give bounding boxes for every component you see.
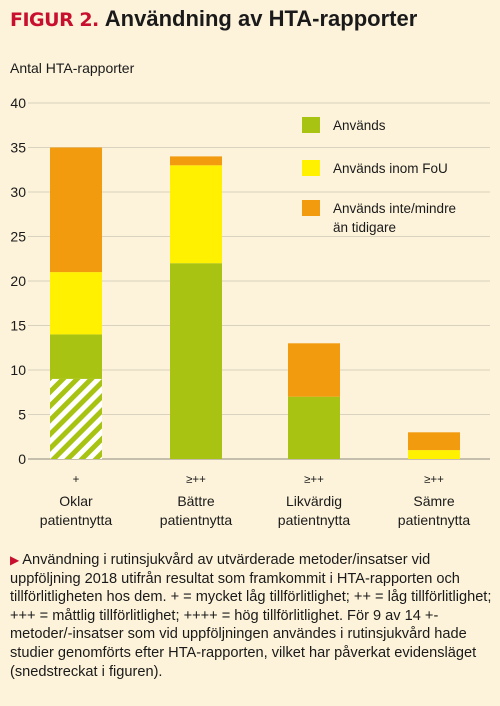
y-tick-label: 25 [10,229,26,245]
legend: Används Används inom FoU Används inte/mind… [302,117,456,235]
legend-label: Används [333,118,386,133]
y-tick-label: 5 [18,407,26,423]
legend-label: Används inom FoU [333,161,448,176]
y-tick-label: 0 [18,451,26,467]
category-label: Sämre [413,493,454,509]
bar-segment [50,334,102,379]
bar-segment [50,147,102,273]
reliability-label: + [73,474,80,486]
axis-labels: 0 5 10 15 20 25 30 35 40 + Oklar patientnytta ≥++ Bät… [10,95,470,528]
reliability-label: ≥++ [304,474,324,486]
y-tick-label: 40 [10,95,26,111]
category-label: Oklar [59,493,93,509]
legend-swatch [302,160,320,176]
legend-label: Används inte/mindre [333,201,456,216]
y-tick-label: 35 [10,140,26,156]
bar-segment [288,343,340,397]
category-label: patientnytta [160,512,233,528]
category-label: Likvärdig [286,493,342,509]
figure-label: FIGUR 2. [10,9,99,31]
y-tick-label: 10 [10,362,26,378]
bar-segment [170,165,222,264]
y-tick-label: 20 [10,273,26,289]
legend-swatch [302,117,320,133]
bar-chart: 0 5 10 15 20 25 30 35 40 + Oklar patientnytta ≥++ Bät… [10,95,490,528]
bar-segment-hatched [50,378,102,459]
caption-arrow-icon: ▶ [10,553,20,567]
bar-segment [288,396,340,459]
bar-segment [408,432,460,451]
figure-title: FIGUR 2. Användning av HTA-rapporter [10,6,417,32]
category-label: patientnytta [398,512,471,528]
bars [50,147,460,459]
figure-title-text: Användning av HTA-rapporter [104,6,418,31]
category-label: patientnytta [278,512,351,528]
reliability-label: ≥++ [186,474,206,486]
bar-segment [170,263,222,459]
legend-label: än tidigare [333,220,396,235]
legend-swatch [302,200,320,216]
grid-lines [28,102,490,460]
caption-text: Användning i rutinsjukvård av utvärderad… [10,552,492,680]
y-tick-label: 30 [10,184,26,200]
category-label: patientnytta [40,512,113,528]
category-label: Bättre [177,493,215,509]
y-tick-label: 15 [10,318,26,334]
reliability-label: ≥++ [424,474,444,486]
bar-segment [50,272,102,335]
figure-caption: ▶ Användning i rutinsjukvård av utvärdera… [10,551,494,681]
y-axis-label: Antal HTA-rapporter [10,60,135,76]
bar-segment [408,450,460,459]
bar-segment [170,156,222,166]
